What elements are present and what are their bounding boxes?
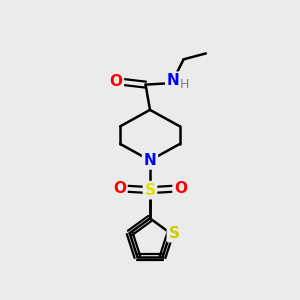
Text: H: H: [179, 78, 189, 91]
Text: S: S: [145, 183, 155, 198]
Text: O: O: [109, 74, 122, 89]
Text: N: N: [144, 153, 156, 168]
Text: S: S: [168, 226, 179, 241]
Text: O: O: [113, 181, 126, 196]
Text: N: N: [167, 73, 180, 88]
Text: O: O: [174, 181, 187, 196]
